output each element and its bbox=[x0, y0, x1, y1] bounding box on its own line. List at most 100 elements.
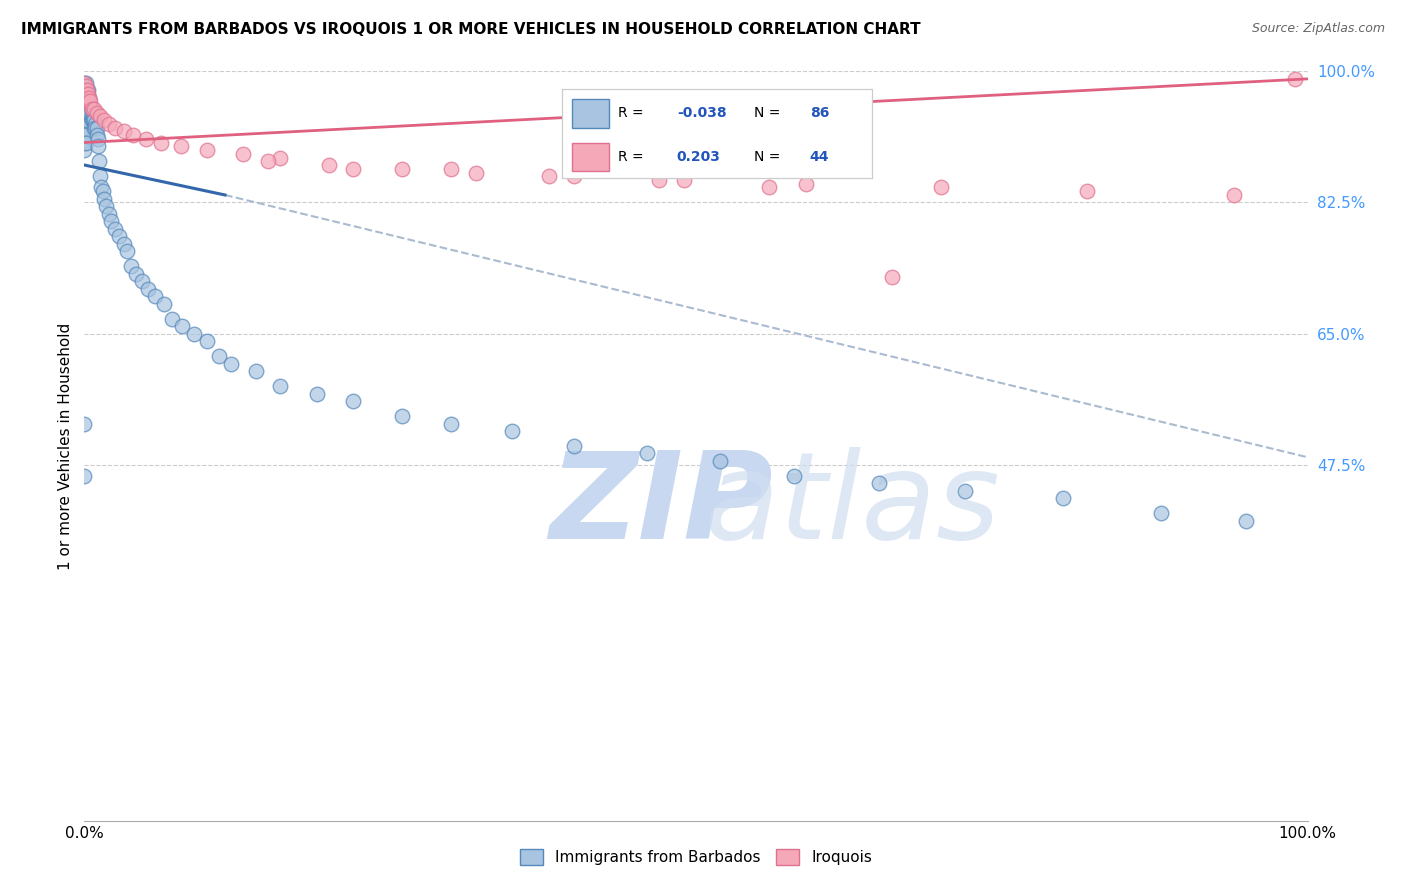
Point bbox=[104, 221, 127, 235]
Point bbox=[90, 180, 112, 194]
Legend: Immigrants from Barbados, Iroquois: Immigrants from Barbados, Iroquois bbox=[520, 849, 872, 865]
Point bbox=[87, 154, 110, 169]
Point bbox=[80, 113, 103, 128]
Point bbox=[75, 136, 97, 150]
Point bbox=[75, 95, 97, 109]
Point bbox=[150, 136, 173, 150]
Point bbox=[77, 87, 100, 101]
Text: 86: 86 bbox=[810, 106, 830, 120]
Point bbox=[758, 180, 780, 194]
Point bbox=[648, 173, 671, 187]
Point bbox=[1076, 184, 1098, 198]
Point bbox=[79, 105, 101, 120]
Point bbox=[208, 349, 231, 363]
Point bbox=[82, 109, 104, 123]
Point bbox=[73, 90, 96, 104]
Point bbox=[97, 117, 120, 131]
Point bbox=[502, 424, 524, 438]
Point bbox=[709, 454, 731, 468]
FancyBboxPatch shape bbox=[572, 99, 609, 128]
Point bbox=[1236, 514, 1258, 528]
Point bbox=[77, 83, 100, 97]
Point bbox=[269, 151, 291, 165]
Point bbox=[83, 120, 105, 135]
Point bbox=[783, 469, 806, 483]
Point bbox=[86, 105, 108, 120]
Point bbox=[87, 139, 110, 153]
Point bbox=[73, 128, 96, 142]
Point bbox=[73, 120, 96, 135]
Point bbox=[318, 158, 340, 172]
Point bbox=[77, 98, 100, 112]
Point bbox=[391, 409, 413, 423]
Text: 0.203: 0.203 bbox=[676, 150, 721, 164]
Point bbox=[73, 95, 96, 109]
Point bbox=[84, 117, 107, 131]
Point bbox=[73, 136, 96, 150]
Point bbox=[162, 311, 184, 326]
Point bbox=[84, 120, 107, 135]
Point bbox=[929, 180, 952, 194]
Point bbox=[89, 169, 111, 184]
Point bbox=[170, 139, 193, 153]
Text: N =: N = bbox=[754, 150, 785, 164]
Point bbox=[89, 109, 111, 123]
Point bbox=[195, 334, 218, 348]
Point bbox=[97, 207, 120, 221]
Point bbox=[115, 244, 138, 259]
Point bbox=[869, 476, 891, 491]
Point bbox=[107, 229, 129, 244]
Point bbox=[112, 236, 135, 251]
Point bbox=[183, 326, 205, 341]
Point bbox=[538, 169, 561, 184]
Point bbox=[86, 128, 108, 142]
Point bbox=[195, 143, 218, 157]
Point bbox=[73, 417, 96, 431]
Text: Source: ZipAtlas.com: Source: ZipAtlas.com bbox=[1251, 22, 1385, 36]
Point bbox=[269, 379, 291, 393]
Point bbox=[83, 102, 105, 116]
Point bbox=[75, 83, 97, 97]
Point bbox=[75, 128, 97, 142]
Point bbox=[87, 132, 110, 146]
Text: 44: 44 bbox=[810, 150, 830, 164]
Point bbox=[143, 289, 166, 303]
Point bbox=[112, 124, 135, 138]
Point bbox=[93, 113, 115, 128]
Point bbox=[77, 105, 100, 120]
Point bbox=[1052, 491, 1074, 506]
Point bbox=[73, 102, 96, 116]
Point bbox=[76, 105, 98, 120]
Point bbox=[342, 161, 364, 176]
Point bbox=[91, 184, 114, 198]
Point bbox=[953, 483, 976, 498]
Point bbox=[122, 128, 145, 142]
Point bbox=[93, 192, 115, 206]
Point bbox=[83, 113, 105, 128]
Point bbox=[77, 90, 100, 104]
Point bbox=[636, 446, 658, 460]
Text: N =: N = bbox=[754, 106, 785, 120]
Point bbox=[1284, 71, 1306, 86]
Point bbox=[440, 417, 463, 431]
Point bbox=[305, 386, 328, 401]
Point bbox=[86, 120, 108, 135]
Point bbox=[77, 95, 100, 109]
Point bbox=[219, 357, 242, 371]
Point bbox=[77, 98, 100, 112]
Point bbox=[80, 102, 103, 116]
Point bbox=[76, 90, 98, 104]
Point bbox=[79, 98, 101, 112]
Point bbox=[75, 76, 97, 90]
Y-axis label: 1 or more Vehicles in Household: 1 or more Vehicles in Household bbox=[58, 322, 73, 570]
Point bbox=[73, 83, 96, 97]
Point bbox=[245, 364, 267, 378]
Point bbox=[391, 161, 413, 176]
Point bbox=[75, 79, 97, 94]
Point bbox=[257, 154, 280, 169]
Point bbox=[73, 76, 96, 90]
Point bbox=[76, 83, 98, 97]
Point bbox=[73, 143, 96, 157]
Point bbox=[1223, 188, 1246, 202]
Point bbox=[232, 146, 254, 161]
